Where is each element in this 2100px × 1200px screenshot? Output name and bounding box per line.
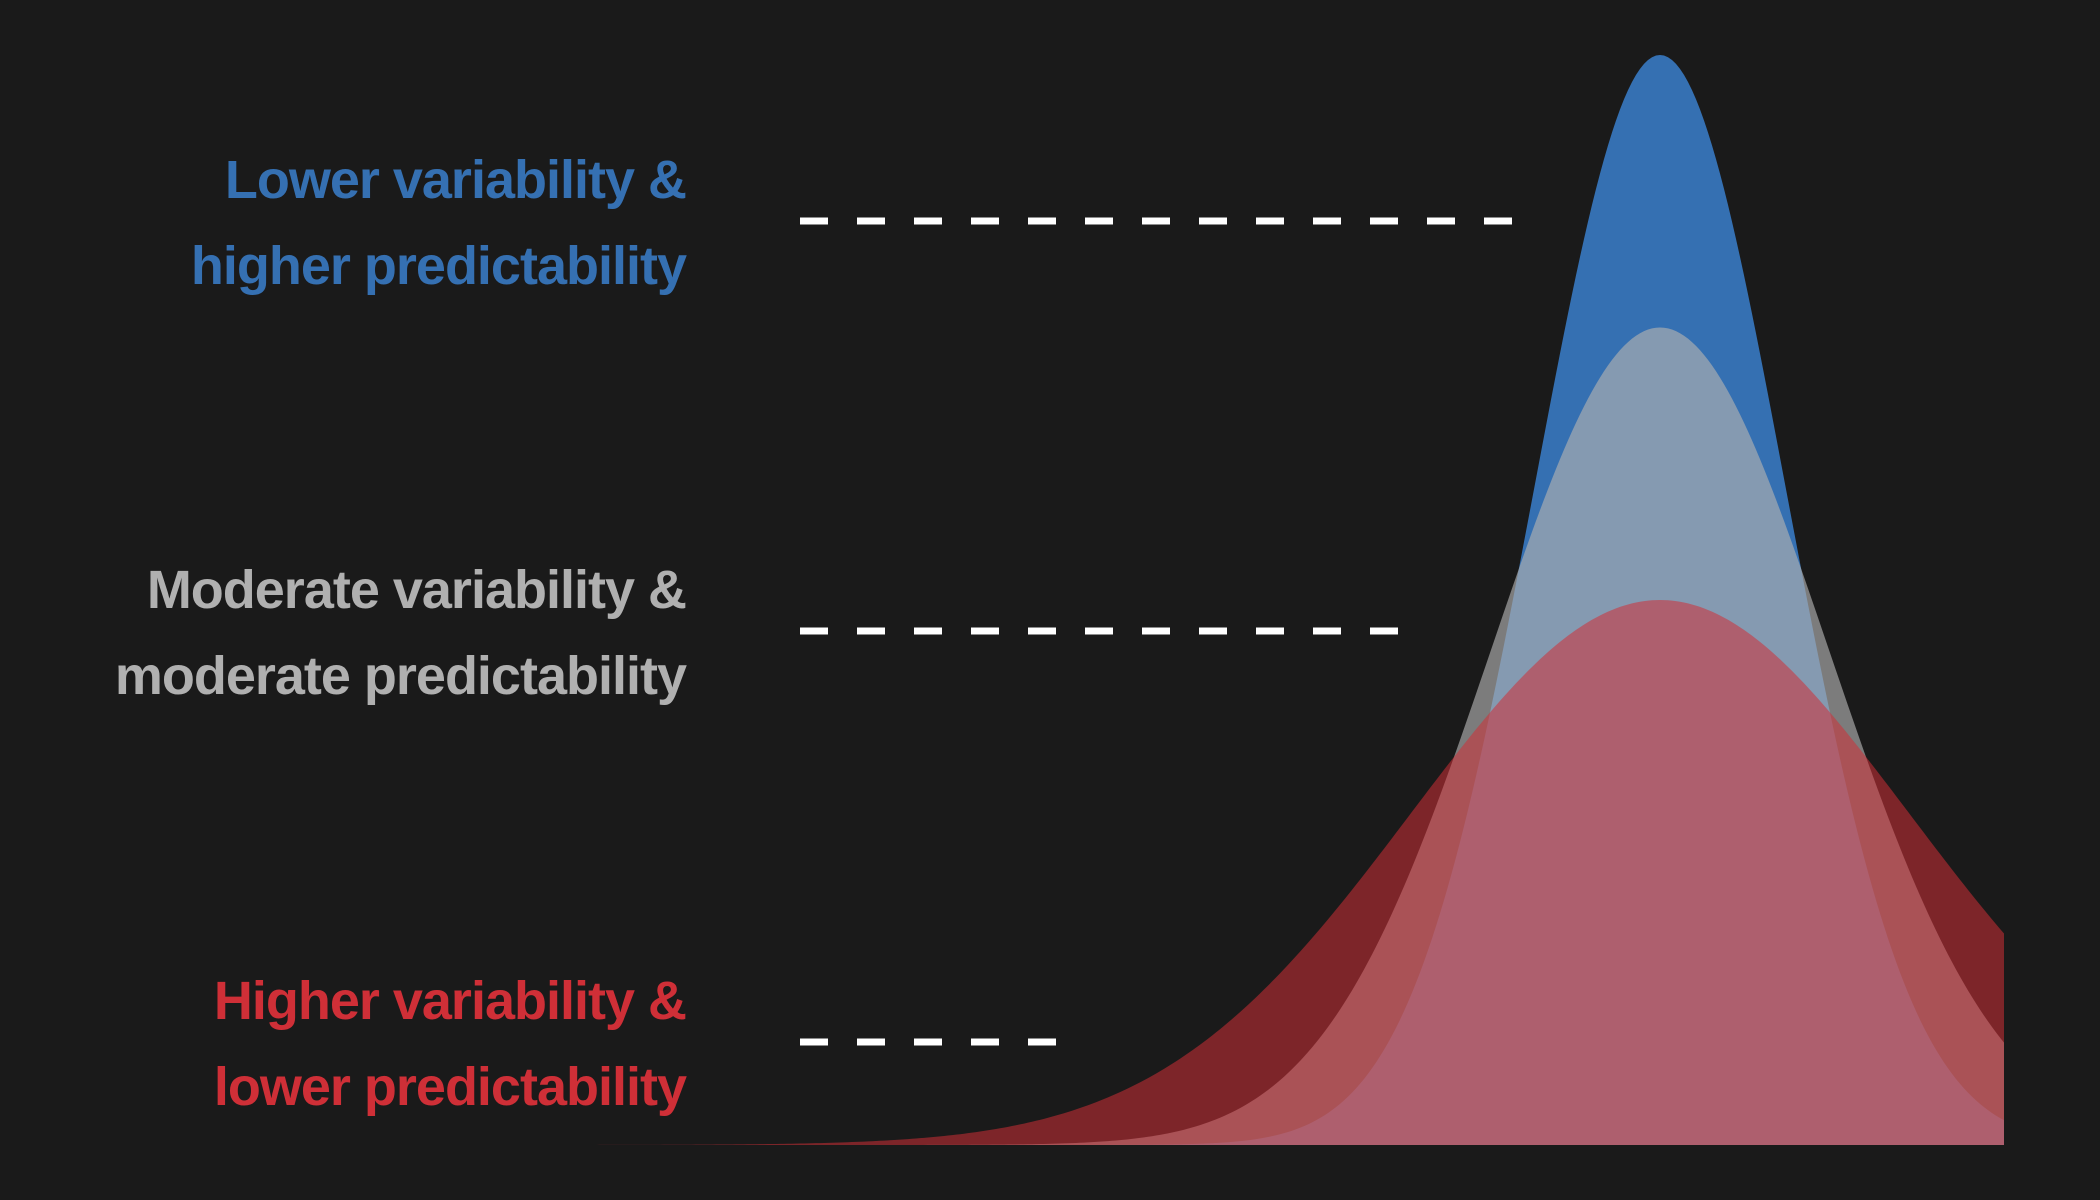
label-moderate-line1: Moderate variability &: [146, 560, 687, 620]
label-low-variability: Lower variability & higher predictabilit…: [190, 137, 687, 309]
label-high-variability: Higher variability & lower predictabilit…: [213, 958, 687, 1130]
label-high-line2: lower predictability: [213, 1057, 687, 1117]
label-moderate-line2: moderate predictability: [114, 646, 687, 706]
dashed-guide-lines: [800, 217, 1515, 1046]
label-low-line1: Lower variability &: [224, 150, 687, 210]
distribution-curves: [480, 55, 2004, 1145]
label-moderate-variability: Moderate variability & moderate predicta…: [114, 547, 687, 719]
label-low-line2: higher predictability: [190, 236, 687, 296]
label-high-line1: Higher variability &: [213, 971, 687, 1031]
curve-high-variability: [480, 600, 2004, 1145]
